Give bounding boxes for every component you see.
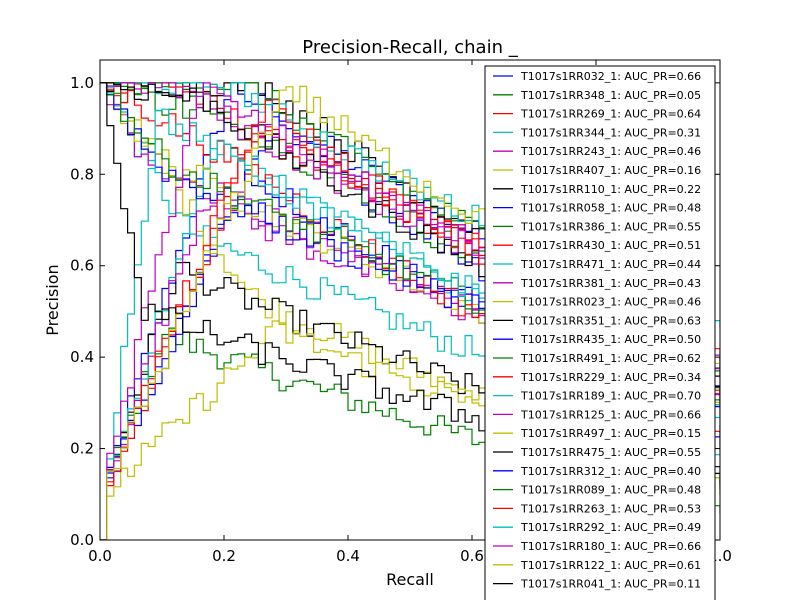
legend-entry-label: T1017s1RR243_1: AUC_PR=0.46 [520, 145, 701, 158]
legend-entry-label: T1017s1RR189_1: AUC_PR=0.70 [520, 390, 701, 403]
axes-frame [99, 59, 721, 541]
legend-entry-label: T1017s1RR497_1: AUC_PR=0.15 [520, 427, 701, 440]
legend-entry-label: T1017s1RR348_1: AUC_PR=0.05 [520, 89, 701, 102]
legend-entry-label: T1017s1RR058_1: AUC_PR=0.48 [520, 202, 701, 215]
y-axis-label: Precision [43, 264, 62, 335]
legend-entry-label: T1017s1RR089_1: AUC_PR=0.48 [520, 484, 701, 497]
legend-entry-label: T1017s1RR269_1: AUC_PR=0.64 [520, 108, 701, 121]
y-tick-label: 0.8 [70, 165, 94, 183]
legend-entry-label: T1017s1RR292_1: AUC_PR=0.49 [520, 521, 701, 534]
legend: T1017s1RR032_1: AUC_PR=0.66 T1017s1RR348_… [484, 65, 716, 600]
y-tick-label: 0.2 [70, 440, 94, 458]
legend-entry-label: T1017s1RR041_1: AUC_PR=0.11 [520, 578, 701, 591]
legend-box [484, 65, 716, 600]
legend-entry-label: T1017s1RR229_1: AUC_PR=0.34 [520, 371, 701, 384]
legend-entry-label: T1017s1RR180_1: AUC_PR=0.66 [520, 540, 701, 553]
x-tick-label: 0.6 [460, 547, 484, 565]
legend-entry-label: T1017s1RR351_1: AUC_PR=0.63 [520, 314, 701, 327]
legend-entry-label: T1017s1RR381_1: AUC_PR=0.43 [520, 277, 701, 290]
x-axis-label: Recall [386, 570, 434, 589]
legend-entry-label: T1017s1RR491_1: AUC_PR=0.62 [520, 352, 701, 365]
y-tick-label: 1.0 [70, 74, 94, 92]
legend-entry-label: T1017s1RR386_1: AUC_PR=0.55 [520, 220, 701, 233]
legend-entry-label: T1017s1RR125_1: AUC_PR=0.66 [520, 408, 701, 421]
y-tick-label: 0.4 [70, 348, 94, 366]
y-tick-label: 0.6 [70, 257, 94, 275]
legend-entry-label: T1017s1RR122_1: AUC_PR=0.61 [520, 559, 701, 572]
y-tick-label: 0.0 [70, 531, 94, 549]
legend-entry-label: T1017s1RR430_1: AUC_PR=0.51 [520, 239, 701, 252]
legend-entry-label: T1017s1RR475_1: AUC_PR=0.55 [520, 446, 701, 459]
legend-entry-label: T1017s1RR471_1: AUC_PR=0.44 [520, 258, 701, 271]
legend-entry-label: T1017s1RR032_1: AUC_PR=0.66 [520, 70, 701, 83]
legend-entry-label: T1017s1RR110_1: AUC_PR=0.22 [520, 183, 701, 196]
legend-entry-label: T1017s1RR407_1: AUC_PR=0.16 [520, 164, 701, 177]
legend-entry-label: T1017s1RR312_1: AUC_PR=0.40 [520, 465, 701, 478]
legend-entry-label: T1017s1RR263_1: AUC_PR=0.53 [520, 502, 701, 515]
legend-entry-label: T1017s1RR023_1: AUC_PR=0.46 [520, 296, 701, 309]
legend-entry-label: T1017s1RR435_1: AUC_PR=0.50 [520, 333, 701, 346]
x-tick-label: 0.2 [212, 547, 236, 565]
x-tick-label: 0.4 [336, 547, 360, 565]
chart-title: Precision-Recall, chain _ [302, 37, 518, 58]
legend-entry-label: T1017s1RR344_1: AUC_PR=0.31 [520, 126, 701, 139]
x-tick-label: 0.0 [88, 547, 112, 565]
